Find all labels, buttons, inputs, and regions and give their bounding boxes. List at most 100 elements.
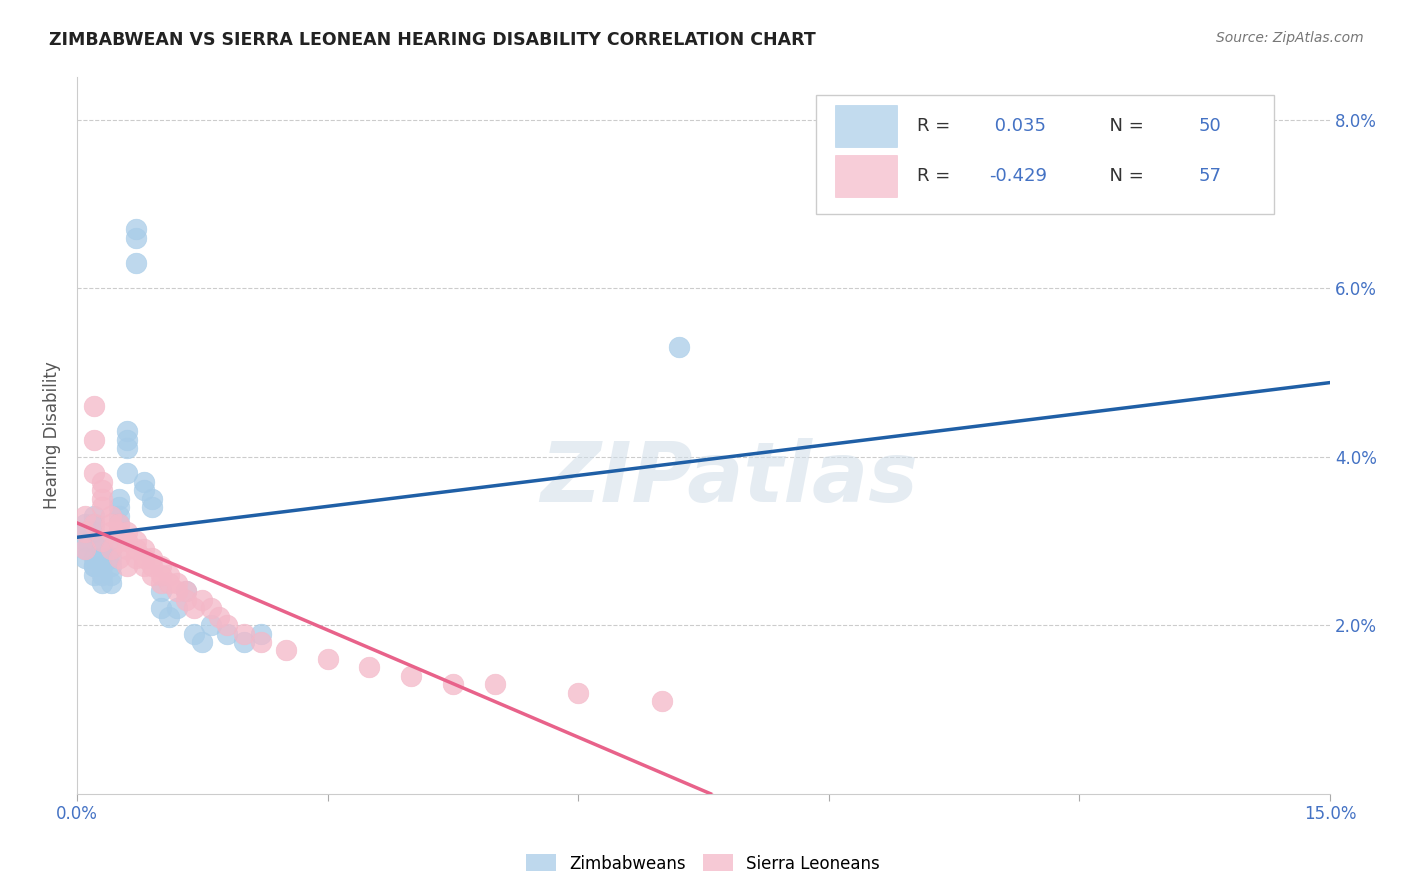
Point bbox=[91, 475, 114, 489]
Point bbox=[191, 635, 214, 649]
Point bbox=[91, 483, 114, 498]
Point bbox=[100, 525, 122, 540]
Point bbox=[83, 559, 105, 574]
Point bbox=[75, 542, 97, 557]
Text: ZIMBABWEAN VS SIERRA LEONEAN HEARING DISABILITY CORRELATION CHART: ZIMBABWEAN VS SIERRA LEONEAN HEARING DIS… bbox=[49, 31, 815, 49]
Point bbox=[83, 525, 105, 540]
Point bbox=[115, 441, 138, 455]
Y-axis label: Hearing Disability: Hearing Disability bbox=[44, 361, 60, 509]
Point bbox=[124, 230, 146, 244]
Point bbox=[651, 694, 673, 708]
Point bbox=[250, 635, 273, 649]
Point bbox=[115, 559, 138, 574]
Point bbox=[75, 542, 97, 557]
Point bbox=[157, 567, 180, 582]
Point bbox=[100, 542, 122, 557]
Point bbox=[75, 508, 97, 523]
Point bbox=[250, 626, 273, 640]
FancyBboxPatch shape bbox=[835, 155, 897, 197]
Point bbox=[149, 584, 172, 599]
Point bbox=[91, 559, 114, 574]
Point bbox=[441, 677, 464, 691]
Point bbox=[141, 500, 163, 515]
Point bbox=[200, 618, 222, 632]
Point bbox=[91, 533, 114, 548]
FancyBboxPatch shape bbox=[835, 105, 897, 147]
Point bbox=[100, 576, 122, 591]
Point bbox=[217, 618, 239, 632]
Point bbox=[233, 626, 256, 640]
Point bbox=[75, 516, 97, 531]
Point bbox=[124, 222, 146, 236]
Text: 57: 57 bbox=[1198, 168, 1222, 186]
Point bbox=[191, 592, 214, 607]
Point bbox=[399, 669, 422, 683]
Point bbox=[484, 677, 506, 691]
Point bbox=[149, 576, 172, 591]
Point bbox=[149, 567, 172, 582]
Point bbox=[132, 483, 155, 498]
Point bbox=[91, 542, 114, 557]
Text: Source: ZipAtlas.com: Source: ZipAtlas.com bbox=[1216, 31, 1364, 45]
Point bbox=[83, 567, 105, 582]
Point bbox=[124, 256, 146, 270]
Point bbox=[100, 559, 122, 574]
Point bbox=[91, 567, 114, 582]
Point bbox=[174, 592, 197, 607]
Point bbox=[75, 525, 97, 540]
Point bbox=[208, 609, 231, 624]
Point bbox=[174, 584, 197, 599]
Point bbox=[141, 550, 163, 565]
Point bbox=[108, 500, 131, 515]
Point bbox=[108, 508, 131, 523]
Point bbox=[157, 576, 180, 591]
Point bbox=[75, 550, 97, 565]
Point bbox=[108, 516, 131, 531]
Point bbox=[115, 425, 138, 439]
Point bbox=[108, 516, 131, 531]
Point bbox=[183, 626, 205, 640]
Point bbox=[567, 685, 589, 699]
Point bbox=[157, 609, 180, 624]
Text: N =: N = bbox=[1098, 117, 1150, 136]
Point bbox=[108, 525, 131, 540]
Text: R =: R = bbox=[917, 117, 956, 136]
Point bbox=[83, 433, 105, 447]
Text: 0.035: 0.035 bbox=[990, 117, 1046, 136]
Point bbox=[75, 533, 97, 548]
Point bbox=[141, 491, 163, 506]
Point bbox=[183, 601, 205, 615]
Point bbox=[100, 567, 122, 582]
Point bbox=[115, 542, 138, 557]
Point bbox=[83, 399, 105, 413]
Point bbox=[174, 584, 197, 599]
Point bbox=[233, 635, 256, 649]
Point bbox=[166, 601, 188, 615]
Point bbox=[668, 340, 690, 354]
Point bbox=[115, 525, 138, 540]
Point bbox=[141, 559, 163, 574]
Point bbox=[100, 550, 122, 565]
Point bbox=[132, 550, 155, 565]
Point bbox=[132, 542, 155, 557]
Point bbox=[166, 576, 188, 591]
Point bbox=[83, 467, 105, 481]
Point bbox=[166, 584, 188, 599]
Point bbox=[83, 516, 105, 531]
Point bbox=[75, 525, 97, 540]
Point bbox=[108, 491, 131, 506]
Point bbox=[359, 660, 381, 674]
Text: R =: R = bbox=[917, 168, 956, 186]
Point bbox=[200, 601, 222, 615]
Point bbox=[115, 433, 138, 447]
Point bbox=[83, 550, 105, 565]
Text: N =: N = bbox=[1098, 168, 1150, 186]
Point bbox=[83, 559, 105, 574]
Point bbox=[100, 508, 122, 523]
Point bbox=[91, 491, 114, 506]
Point bbox=[83, 516, 105, 531]
Point bbox=[149, 601, 172, 615]
Point bbox=[100, 542, 122, 557]
Point bbox=[274, 643, 297, 657]
Point bbox=[132, 475, 155, 489]
